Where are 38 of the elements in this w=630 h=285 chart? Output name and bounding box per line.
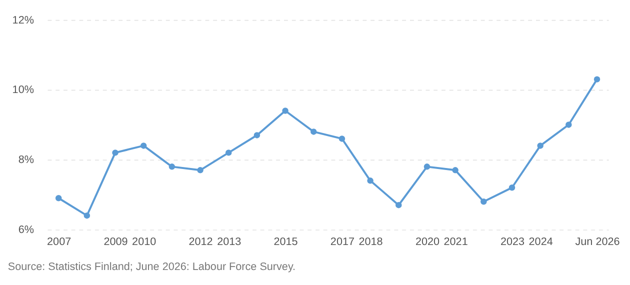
point (140, 142, 147, 149)
source-note: Source: Statistics Finland; June 2026: Labour Force Survey. (8, 260, 296, 273)
x-tick-label: 2010 (132, 236, 156, 248)
point (282, 108, 288, 114)
point (338, 136, 346, 142)
point (367, 178, 374, 184)
point (480, 198, 487, 205)
x-tick-label: 2024 (528, 236, 553, 248)
x-tick-label: 2013 (217, 236, 242, 248)
point (197, 167, 204, 174)
point (168, 164, 176, 170)
point (537, 142, 544, 149)
x-tick-label: 2009 (104, 236, 128, 248)
point (55, 195, 62, 202)
point (424, 164, 430, 170)
point (310, 128, 317, 135)
x-tick-label: Jun 2026 (575, 236, 620, 248)
y-tick-label: 6% (18, 224, 34, 236)
point (452, 167, 458, 174)
point (566, 122, 572, 128)
point (226, 150, 232, 156)
x-tick-label: 2007 (47, 236, 72, 248)
x-tick-label: 2012 (188, 236, 213, 248)
point (396, 202, 402, 208)
x-tick-label: 2015 (274, 236, 298, 248)
x-tick-label: 2020 (415, 236, 440, 248)
x-tick-label: 2018 (358, 236, 383, 248)
y-tick-label: 12% (12, 14, 34, 26)
point (112, 150, 118, 156)
y-tick-label: 8% (18, 154, 34, 166)
x-tick-label: 2017 (330, 236, 354, 248)
x-tick-label: 2021 (444, 236, 468, 248)
x-tick-label: 2023 (500, 236, 525, 248)
point (594, 76, 600, 82)
point (254, 132, 260, 138)
point (508, 184, 516, 191)
point (84, 212, 90, 219)
y-tick-label: 10% (12, 84, 34, 96)
